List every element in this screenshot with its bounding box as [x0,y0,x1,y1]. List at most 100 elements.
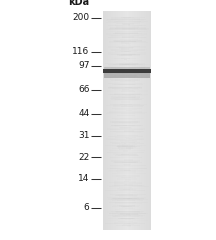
Bar [119,127,131,128]
Bar [114,70,142,71]
Bar [121,148,134,150]
Bar [108,54,146,55]
Bar [110,129,143,130]
Bar [114,222,137,223]
Bar [111,31,145,32]
Bar [120,213,138,215]
Bar [117,115,135,116]
Bar [122,225,131,226]
Bar [107,19,146,20]
Bar [121,113,135,114]
Bar [121,91,135,92]
Bar [113,64,143,65]
Bar [114,73,139,74]
Bar [116,211,140,213]
Bar [103,11,104,230]
Bar [120,39,138,40]
Bar [124,67,133,69]
Bar [120,127,132,129]
Bar [118,194,133,196]
Bar [113,214,141,215]
Bar [124,105,127,106]
Bar [119,55,132,56]
Bar [127,11,128,230]
Bar [124,184,133,186]
Bar [131,11,132,230]
Bar [120,76,136,78]
Bar [112,11,113,230]
Bar [119,51,132,52]
Bar [105,145,146,146]
Bar [115,18,135,19]
Bar [111,50,144,51]
Bar [116,21,141,22]
Bar [123,184,132,185]
Bar [112,70,140,71]
Bar [115,202,136,203]
Bar [116,151,134,152]
Bar [122,123,133,124]
Bar [117,11,118,230]
Bar [114,184,138,186]
Bar [108,28,149,29]
Bar [118,188,137,190]
Bar [115,109,137,110]
Bar [109,213,146,214]
Text: 22: 22 [78,153,89,162]
Bar [124,125,127,126]
Bar [108,198,146,199]
Bar [108,52,146,54]
Bar [116,225,140,226]
Bar [108,47,146,48]
Bar [124,143,126,144]
Bar [121,58,130,59]
Bar [108,11,109,230]
Bar [110,131,144,132]
Bar [113,100,137,101]
Bar [111,160,140,162]
Bar [107,152,145,153]
Bar [124,164,130,166]
Bar [109,213,148,214]
Bar [109,170,143,171]
Bar [108,78,148,79]
Bar [124,223,132,224]
Bar [107,211,143,213]
Bar [139,11,140,230]
Bar [125,208,133,210]
Bar [121,106,133,107]
Bar [120,50,138,51]
Bar [109,29,149,30]
Bar [122,28,135,30]
Bar [121,42,129,44]
Bar [130,11,131,230]
Bar [106,33,147,35]
Bar [116,54,141,55]
Bar [105,11,106,230]
Text: 31: 31 [78,131,89,140]
Bar [108,220,148,221]
Bar [117,31,141,32]
Bar [113,153,137,154]
Bar [108,218,144,219]
Bar [113,131,143,132]
Bar [106,138,144,139]
Bar [110,142,140,143]
Bar [112,76,138,77]
Bar [119,144,138,145]
Bar [116,73,140,74]
Bar [106,77,143,78]
Bar [114,181,136,183]
Bar [113,11,114,230]
Bar [115,24,140,25]
Bar [119,203,134,204]
Bar [125,141,129,142]
Bar [111,118,140,120]
Bar [118,70,139,71]
Bar [124,59,127,60]
Bar [123,17,131,18]
Bar [124,162,132,163]
Bar [109,182,142,183]
Bar [118,96,136,97]
Bar [124,178,129,179]
